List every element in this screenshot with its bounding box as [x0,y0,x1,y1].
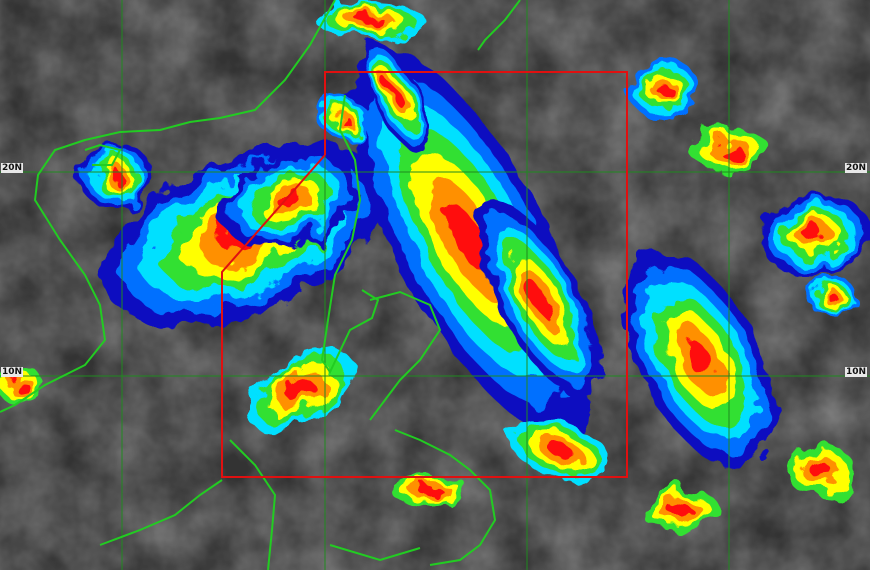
cloud-intensity-band [286,380,314,400]
coastline [329,544,421,562]
cloud-intensity-band [667,503,693,517]
cloud-layer [0,2,870,532]
cloud-intensity-band [805,227,825,243]
coastline [320,94,380,375]
coastline [229,439,277,570]
coastline [394,429,497,566]
cloud-intensity-band [277,191,303,209]
lat-label-10n-left: 10N [1,367,24,377]
cloud-system [805,275,855,315]
cloud-intensity-band [528,282,552,318]
cloud-intensity-band [547,442,573,458]
coastline [369,290,442,421]
cloud-system [0,367,45,403]
cloud-system [507,417,613,483]
cloud-intensity-band [824,290,836,300]
cloud-system [760,194,870,276]
lat-label-10n-right: 10N [844,367,867,377]
cloud-system [477,201,603,399]
cloud-system [785,445,855,495]
cloud-system [245,350,355,430]
cloud-system [315,2,425,38]
cloud-system [690,128,770,172]
lat-label-20n-left: 20N [1,163,24,173]
cloud-system [629,60,701,120]
cloud-system [640,488,720,532]
cloud-intensity-band [717,143,743,157]
cloud-intensity-band [809,462,831,478]
focus-area-box [221,71,628,478]
cloud-system [622,250,778,470]
cloud-intensity-band [356,15,384,25]
coastlines [0,0,521,570]
cloud-intensity-band [448,205,492,275]
coastline [84,143,122,166]
cloud-system [390,475,470,505]
coastline [0,0,336,413]
cloud-system [320,100,370,140]
cloud-intensity-band [686,340,714,380]
coastline [99,479,223,546]
cloud-intensity-band [657,83,673,97]
cloud-intensity-band [108,169,122,181]
cloud-intensity-band [12,379,28,391]
lat-label-20n-right: 20N [844,163,867,173]
cloud-system [77,143,153,207]
cloud-intensity-band [417,485,443,495]
coastline [477,0,521,51]
cloud-intensity-band [389,85,401,105]
